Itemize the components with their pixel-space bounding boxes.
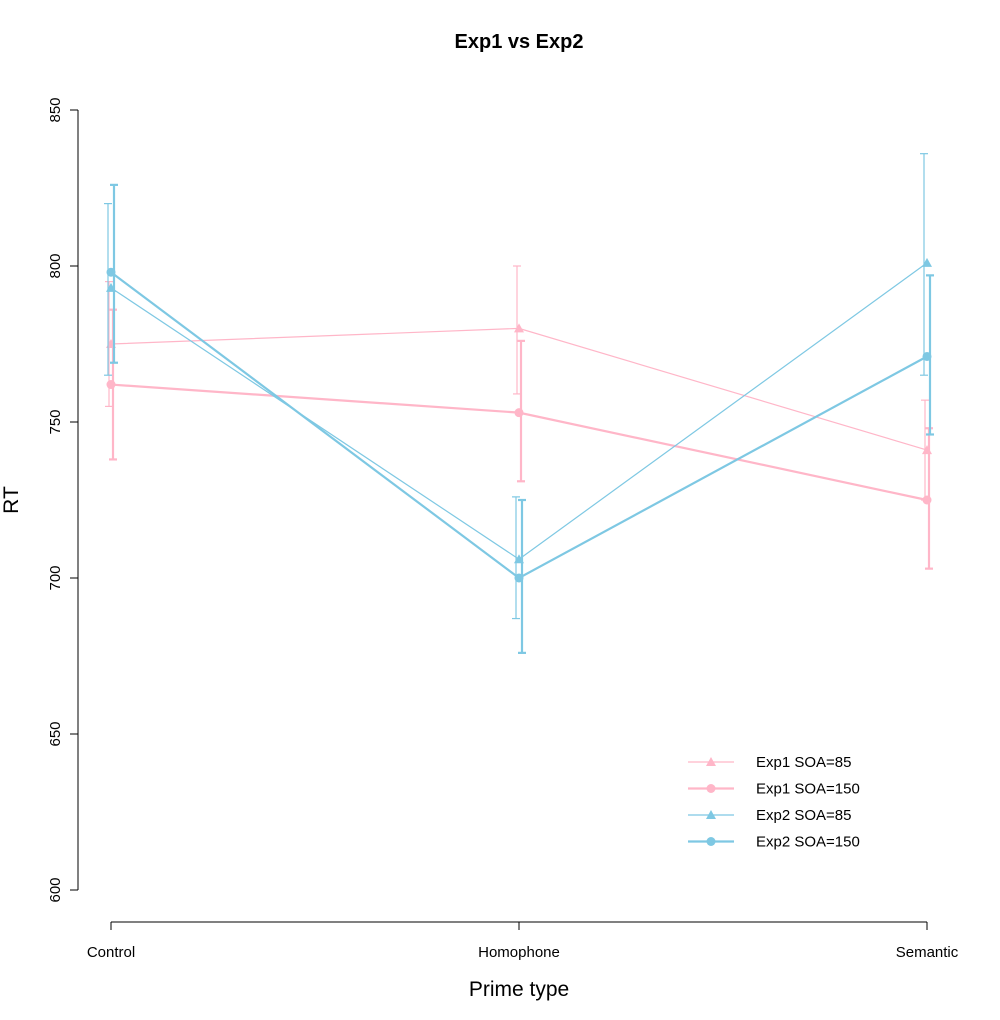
y-tick-label: 700 [47, 565, 64, 590]
legend-marker [706, 757, 716, 766]
y-axis-label: RT [0, 486, 23, 514]
series-exp2-soa-150 [106, 183, 934, 654]
x-tick-label: Homophone [478, 944, 560, 961]
legend-item: Exp1 SOA=85 [688, 754, 851, 771]
legend-marker [706, 784, 716, 793]
series-line [110, 383, 928, 502]
x-axis: Control Homophone Semantic [87, 922, 959, 961]
data-point [514, 323, 524, 333]
y-tick-label: 750 [47, 409, 64, 434]
y-tick-label: 600 [47, 877, 64, 902]
legend-item: Exp2 SOA=150 [688, 834, 860, 851]
legend-marker [706, 810, 716, 819]
series-exp1-soa-150 [106, 308, 933, 570]
y-axis: 600 650 700 750 800 850 [47, 97, 78, 903]
y-tick-label: 800 [47, 253, 64, 278]
y-tick-label: 650 [47, 721, 64, 746]
data-point [922, 257, 932, 267]
data-point [922, 351, 932, 361]
data-point [514, 573, 524, 583]
legend-label: Exp2 SOA=150 [756, 834, 860, 851]
chart-title: Exp1 vs Exp2 [455, 31, 584, 53]
data-point [922, 495, 932, 505]
series-exp1-soa-85 [105, 265, 932, 501]
legend-item: Exp2 SOA=85 [688, 807, 851, 824]
series-line [110, 271, 928, 580]
x-tick-label: Semantic [896, 944, 959, 961]
series-exp2-soa-85 [104, 153, 932, 620]
legend-item: Exp1 SOA=150 [688, 781, 860, 798]
legend: Exp1 SOA=85 Exp1 SOA=150 Exp2 SOA=85 Exp2 S… [688, 754, 860, 851]
legend-marker [706, 837, 716, 846]
x-tick-label: Control [87, 944, 135, 961]
data-point [106, 267, 116, 277]
x-axis-label: Prime type [469, 978, 569, 1001]
y-tick-label: 850 [47, 97, 64, 122]
legend-label: Exp1 SOA=150 [756, 781, 860, 798]
data-point [514, 408, 524, 418]
plot-area [104, 153, 934, 654]
data-point [106, 380, 116, 390]
series-line [110, 327, 928, 451]
legend-label: Exp2 SOA=85 [756, 807, 851, 824]
legend-label: Exp1 SOA=85 [756, 754, 851, 771]
